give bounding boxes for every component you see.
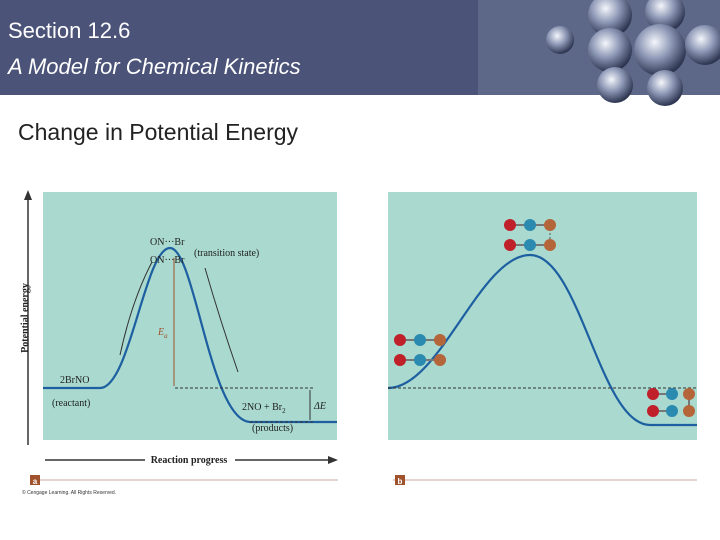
energy-curve <box>43 246 337 424</box>
panel-a-background <box>43 192 337 440</box>
copyright: © Cengage Learning. All Rights Reserved. <box>22 489 116 496</box>
subtitle: Change in Potential Energy <box>18 119 299 145</box>
energy-curve <box>387 253 697 427</box>
x-axis-arrow <box>328 456 338 464</box>
slide-title: A Model for Chemical Kinetics <box>6 54 301 79</box>
products-label: 2NO + Br2 <box>242 402 286 415</box>
orb-decoration <box>546 0 720 106</box>
badge-a <box>30 475 40 485</box>
products-note: (products) <box>252 423 293 434</box>
x-axis-label: Reaction progress <box>151 455 228 466</box>
x-axis-label-bg <box>145 453 235 467</box>
reactant-note: (reactant) <box>52 398 90 409</box>
badge-a-label: a <box>33 477 38 486</box>
header-bar <box>0 0 478 95</box>
transition-label: ON···Br <box>150 255 185 266</box>
badge-b-label: b <box>398 477 403 486</box>
forward-arrow <box>119 261 153 356</box>
ea-label: Ea <box>157 327 168 340</box>
y-axis-arrow <box>24 190 32 200</box>
section-label: Section 12.6 <box>8 18 130 43</box>
reactant-molecules <box>394 334 446 366</box>
transition-molecules <box>504 219 556 251</box>
transition-note: (transition state) <box>194 248 259 259</box>
y-axis-label: Potential energy <box>20 283 31 353</box>
product-molecules <box>647 388 695 417</box>
reactant-label: 2BrNO <box>60 375 89 386</box>
reverse-arrow <box>204 267 239 373</box>
transition-label: ON···Br <box>150 237 185 248</box>
badge-b <box>395 475 405 485</box>
panel-b-background <box>388 192 697 440</box>
delta-e-label: ΔE <box>313 401 326 412</box>
